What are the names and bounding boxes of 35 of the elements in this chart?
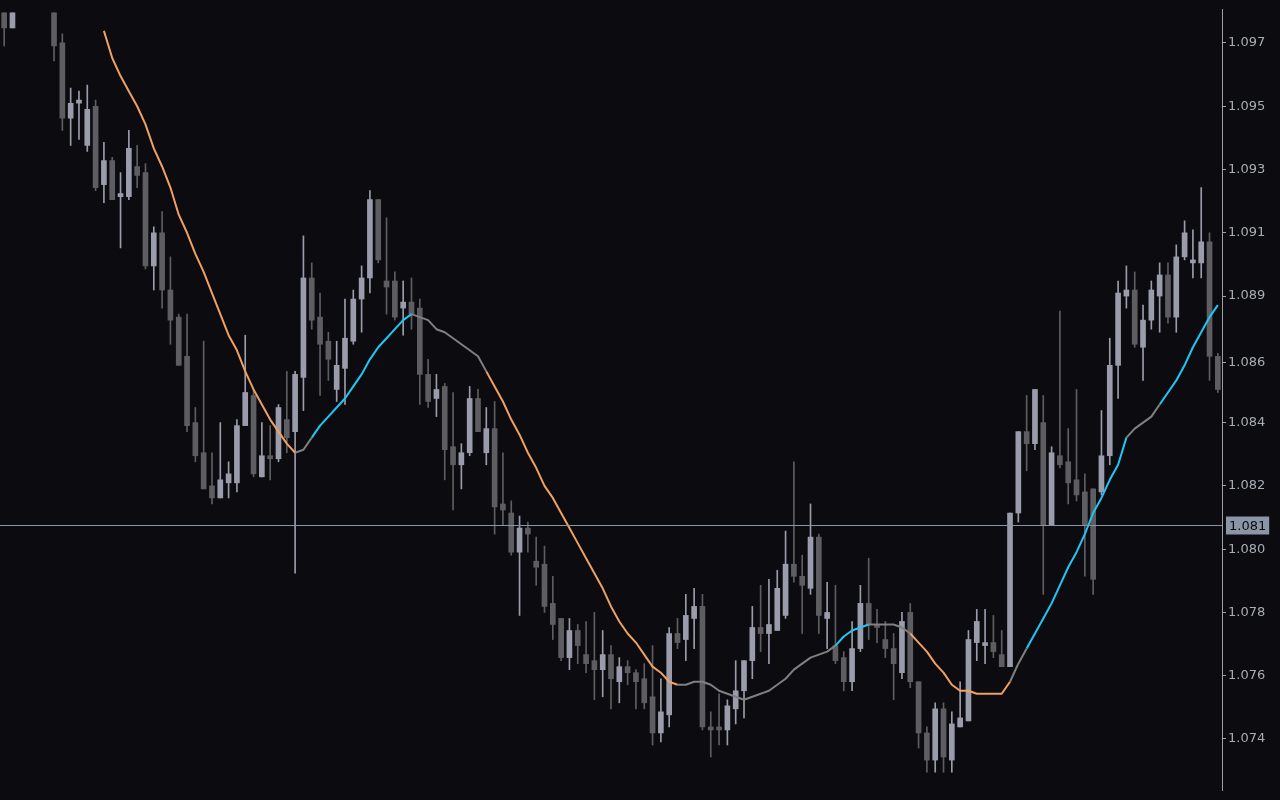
candlestick <box>533 536 540 586</box>
candlestick <box>400 280 407 336</box>
y-tick-label: 1.097 <box>1228 34 1266 50</box>
candlestick <box>1198 187 1205 279</box>
candlestick <box>450 392 456 511</box>
candlestick <box>599 630 606 698</box>
candlestick <box>217 422 224 499</box>
candlestick <box>209 452 215 505</box>
y-tick-label: 1.084 <box>1228 413 1266 429</box>
candlestick <box>957 681 963 728</box>
y-tick-label: 1.076 <box>1228 667 1266 683</box>
candlestick <box>583 621 589 674</box>
candlestick <box>824 581 830 649</box>
y-tick-label: 1.086 <box>1228 353 1266 369</box>
candlestick <box>134 145 140 188</box>
candlestick <box>691 587 697 649</box>
candlestick <box>525 521 531 553</box>
y-tick-label: 1.082 <box>1228 477 1266 493</box>
y-tick-label: 1.080 <box>1228 540 1266 556</box>
y-tick-label: 1.074 <box>1228 730 1266 746</box>
y-tick-label: 1.089 <box>1228 287 1266 303</box>
candlestick <box>500 452 506 526</box>
candlestick <box>766 578 772 664</box>
candlestick <box>76 90 82 140</box>
candlestick <box>791 461 797 583</box>
candlestick <box>982 609 988 664</box>
candlestick <box>1057 310 1063 469</box>
ref-line-label: 1.081 <box>1229 517 1267 533</box>
y-tick-label: 1.078 <box>1228 603 1266 619</box>
candlestick <box>633 669 639 710</box>
y-tick-label: 1.095 <box>1228 97 1266 113</box>
y-tick-label: 1.093 <box>1228 160 1266 176</box>
candlestick <box>799 554 806 634</box>
y-tick-label: 1.091 <box>1228 224 1266 240</box>
candlestick <box>267 425 273 481</box>
